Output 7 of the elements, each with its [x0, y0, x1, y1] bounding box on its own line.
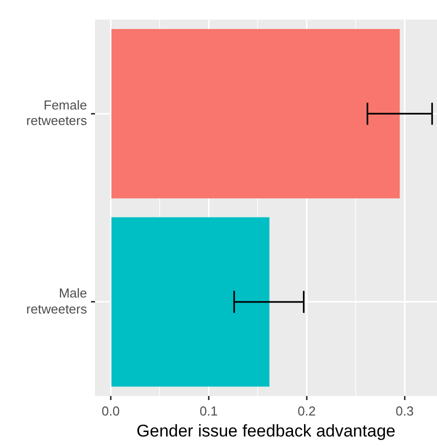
- y-tick-label: Female retweeters: [26, 97, 88, 128]
- x-tick-label: 0.1: [200, 403, 218, 418]
- y-tick-label: Male retweeters: [26, 286, 88, 316]
- x-axis-title: Gender issue feedback advantage: [136, 421, 396, 440]
- x-tick-label: 0.3: [396, 403, 414, 418]
- x-tick-label: 0.0: [102, 403, 120, 418]
- x-tick-label: 0.2: [298, 403, 316, 418]
